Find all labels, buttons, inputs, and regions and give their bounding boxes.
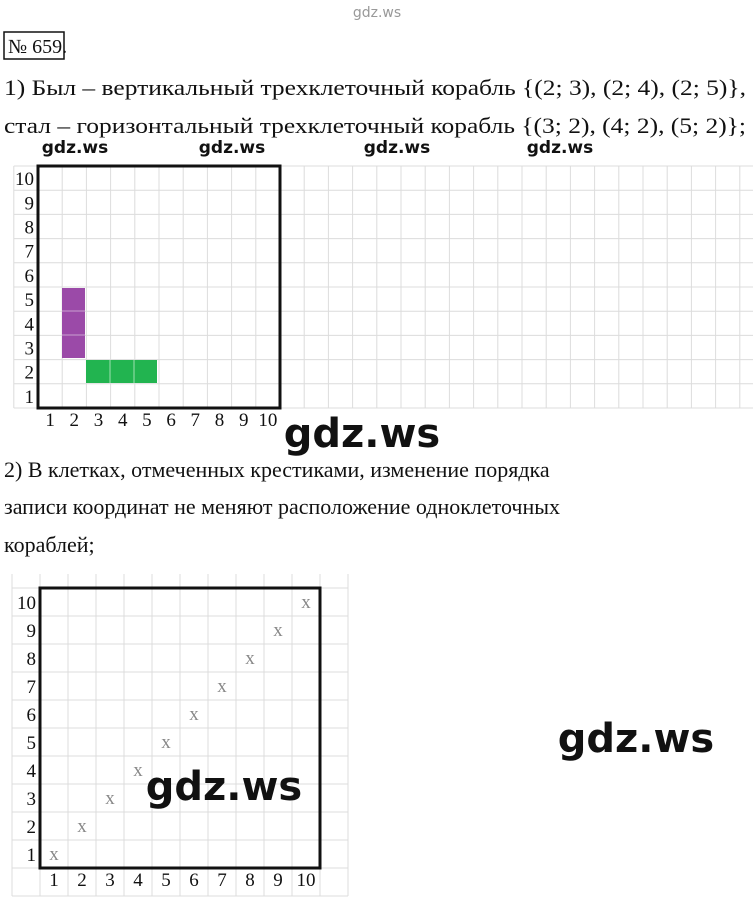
cross-mark: x [77, 816, 87, 837]
cross-mark: x [189, 704, 199, 725]
row-label: 10 [17, 593, 36, 614]
row-label: 7 [27, 677, 37, 698]
row-label: 1 [27, 845, 37, 866]
col-label: 3 [105, 870, 115, 891]
col-label: 3 [94, 410, 104, 431]
watermark: gdz.ws [364, 138, 431, 158]
cross-mark: x [273, 620, 283, 641]
cross-mark: x [217, 676, 227, 697]
col-label: 8 [245, 870, 255, 891]
cross-mark: x [161, 732, 171, 753]
row-label: 6 [27, 705, 37, 726]
row-label: 9 [27, 621, 37, 642]
row-label: 3 [27, 789, 37, 810]
watermark: gdz.ws [42, 138, 109, 158]
row-label: 4 [25, 314, 35, 335]
number-box [3, 31, 65, 60]
horizontal-ship [86, 360, 157, 383]
text-line: записи координат не меняют расположение … [4, 494, 560, 519]
row-label: 5 [25, 290, 35, 311]
text-line: кораблей; [4, 532, 95, 557]
col-label: 9 [239, 410, 249, 431]
grid-frame [38, 586, 322, 870]
col-label: 10 [297, 870, 316, 891]
task-number: № 659. [8, 36, 67, 58]
row-label: 2 [25, 363, 35, 384]
col-label: 5 [142, 410, 152, 431]
watermark: gdz.ws [146, 764, 303, 810]
col-label: 8 [215, 410, 225, 431]
row-label: 2 [27, 817, 37, 838]
row-label: 5 [27, 733, 37, 754]
text-line: стал – горизонтальный трехклеточный кора… [4, 113, 746, 138]
col-label: 6 [189, 870, 199, 891]
col-label: 7 [191, 410, 201, 431]
col-label: 4 [118, 410, 128, 431]
row-label: 6 [25, 266, 35, 287]
row-label: 9 [25, 193, 35, 214]
watermark: gdz.ws [558, 716, 715, 762]
col-label: 7 [217, 870, 227, 891]
cross-mark: x [105, 788, 115, 809]
watermark: gdz.ws [353, 5, 401, 21]
text-line: 1) Был – вертикальный трехклеточный кора… [4, 75, 746, 100]
col-label: 2 [77, 870, 87, 891]
text-line: 2) В клетках, отмеченных крестиками, изм… [4, 457, 550, 482]
vertical-ship [62, 288, 85, 358]
ships [62, 288, 157, 383]
row-label: 1 [25, 387, 35, 408]
col-label: 1 [45, 410, 55, 431]
col-label: 6 [166, 410, 176, 431]
cross-mark: x [245, 648, 255, 669]
col-label: 4 [133, 870, 143, 891]
col-label: 5 [161, 870, 171, 891]
watermark: gdz.ws [527, 138, 594, 158]
row-label: 4 [27, 761, 37, 782]
grid-frame [36, 164, 282, 410]
row-label: 10 [15, 169, 34, 190]
row-label: 3 [25, 339, 35, 360]
row-label: 8 [25, 218, 35, 239]
cross-mark: x [49, 844, 59, 865]
watermark: gdz.ws [199, 138, 266, 158]
cross-mark: x [301, 592, 311, 613]
col-label: 10 [258, 410, 277, 431]
row-label: 8 [27, 649, 37, 670]
col-label: 2 [70, 410, 80, 431]
row-label: 7 [25, 242, 35, 263]
col-label: 1 [49, 870, 59, 891]
watermark: gdz.ws [284, 411, 441, 457]
col-label: 9 [273, 870, 283, 891]
cross-mark: x [133, 760, 143, 781]
